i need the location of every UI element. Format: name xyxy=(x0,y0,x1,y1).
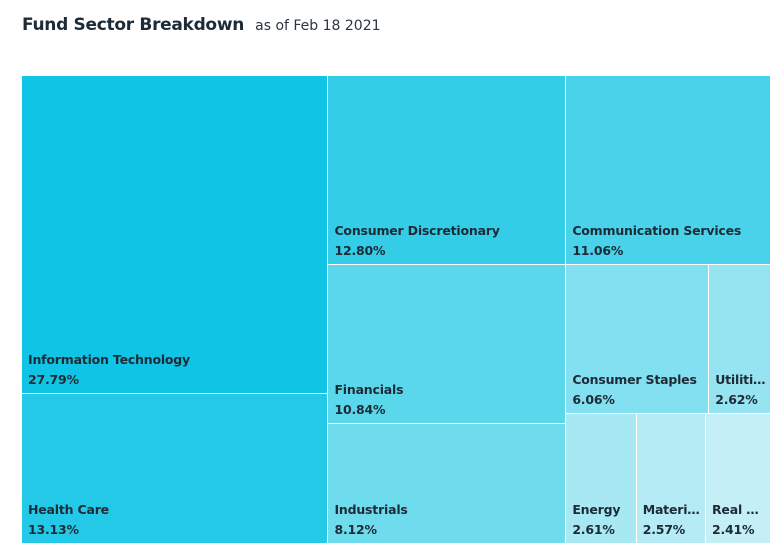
sector-percent: 8.12% xyxy=(334,521,377,537)
sector-percent: 6.06% xyxy=(572,392,615,408)
tile-label: Consumer Staples 6.06% xyxy=(572,370,705,410)
tile-consumer-staples[interactable]: Consumer Staples 6.06% xyxy=(566,265,710,415)
as-of-date: as of Feb 18 2021 xyxy=(255,18,381,34)
sector-name: Communication Services xyxy=(572,223,742,239)
tile-utilities[interactable]: Utilities 2.62% xyxy=(709,265,771,415)
tile-health-care[interactable]: Health Care 13.13% xyxy=(22,393,329,544)
sector-percent: 2.41% xyxy=(712,521,755,537)
sector-name: Real Es... xyxy=(712,501,767,517)
tile-financials[interactable]: Financials 10.84% xyxy=(328,264,567,425)
tile-label: Materials 2.57% xyxy=(643,500,702,540)
tile-consumer-discretionary[interactable]: Consumer Discretionary 12.80% xyxy=(328,76,567,265)
tile-label: Communication Services 11.06% xyxy=(572,221,767,261)
tile-label: Utilities 2.62% xyxy=(715,370,767,410)
tile-label: Financials 10.84% xyxy=(334,380,562,420)
sector-name: Utilities xyxy=(715,372,767,388)
sector-name: Information Technology xyxy=(28,351,191,367)
tile-label: Health Care 13.13% xyxy=(28,500,324,540)
sector-name: Consumer Staples xyxy=(572,372,697,388)
tile-real-estate[interactable]: Real Es... 2.41% xyxy=(706,414,771,544)
sector-percent: 2.61% xyxy=(572,521,615,537)
sector-name: Health Care xyxy=(28,501,109,517)
sector-percent: 27.79% xyxy=(28,371,79,387)
sector-name: Materials xyxy=(642,501,702,517)
chart-header: Fund Sector Breakdown as of Feb 18 2021 xyxy=(22,15,381,35)
tile-communication-services[interactable]: Communication Services 11.06% xyxy=(566,76,771,266)
sector-name: Industrials xyxy=(334,501,408,517)
sector-percent: 13.13% xyxy=(28,521,79,537)
tile-information-technology[interactable]: Information Technology 27.79% xyxy=(22,76,329,394)
tile-materials[interactable]: Materials 2.57% xyxy=(636,414,706,544)
tile-energy[interactable]: Energy 2.61% xyxy=(566,414,637,544)
tile-label: Energy 2.61% xyxy=(572,500,632,540)
chart-title: Fund Sector Breakdown xyxy=(22,15,245,35)
tile-label: Real Es... 2.41% xyxy=(712,500,767,540)
sector-percent: 2.57% xyxy=(642,521,686,537)
sector-percent: 12.80% xyxy=(334,242,386,258)
sector-percent: 10.84% xyxy=(334,402,386,418)
tile-label: Industrials 8.12% xyxy=(334,500,562,540)
tile-label: Consumer Discretionary 12.80% xyxy=(334,221,562,261)
sector-name: Financials xyxy=(334,382,404,398)
tile-industrials[interactable]: Industrials 8.12% xyxy=(328,424,567,544)
sector-percent: 2.62% xyxy=(715,392,758,408)
sector-name: Consumer Discretionary xyxy=(334,222,500,238)
sector-name: Energy xyxy=(572,501,621,517)
sector-percent: 11.06% xyxy=(572,243,624,259)
tile-label: Information Technology 27.79% xyxy=(28,350,324,390)
